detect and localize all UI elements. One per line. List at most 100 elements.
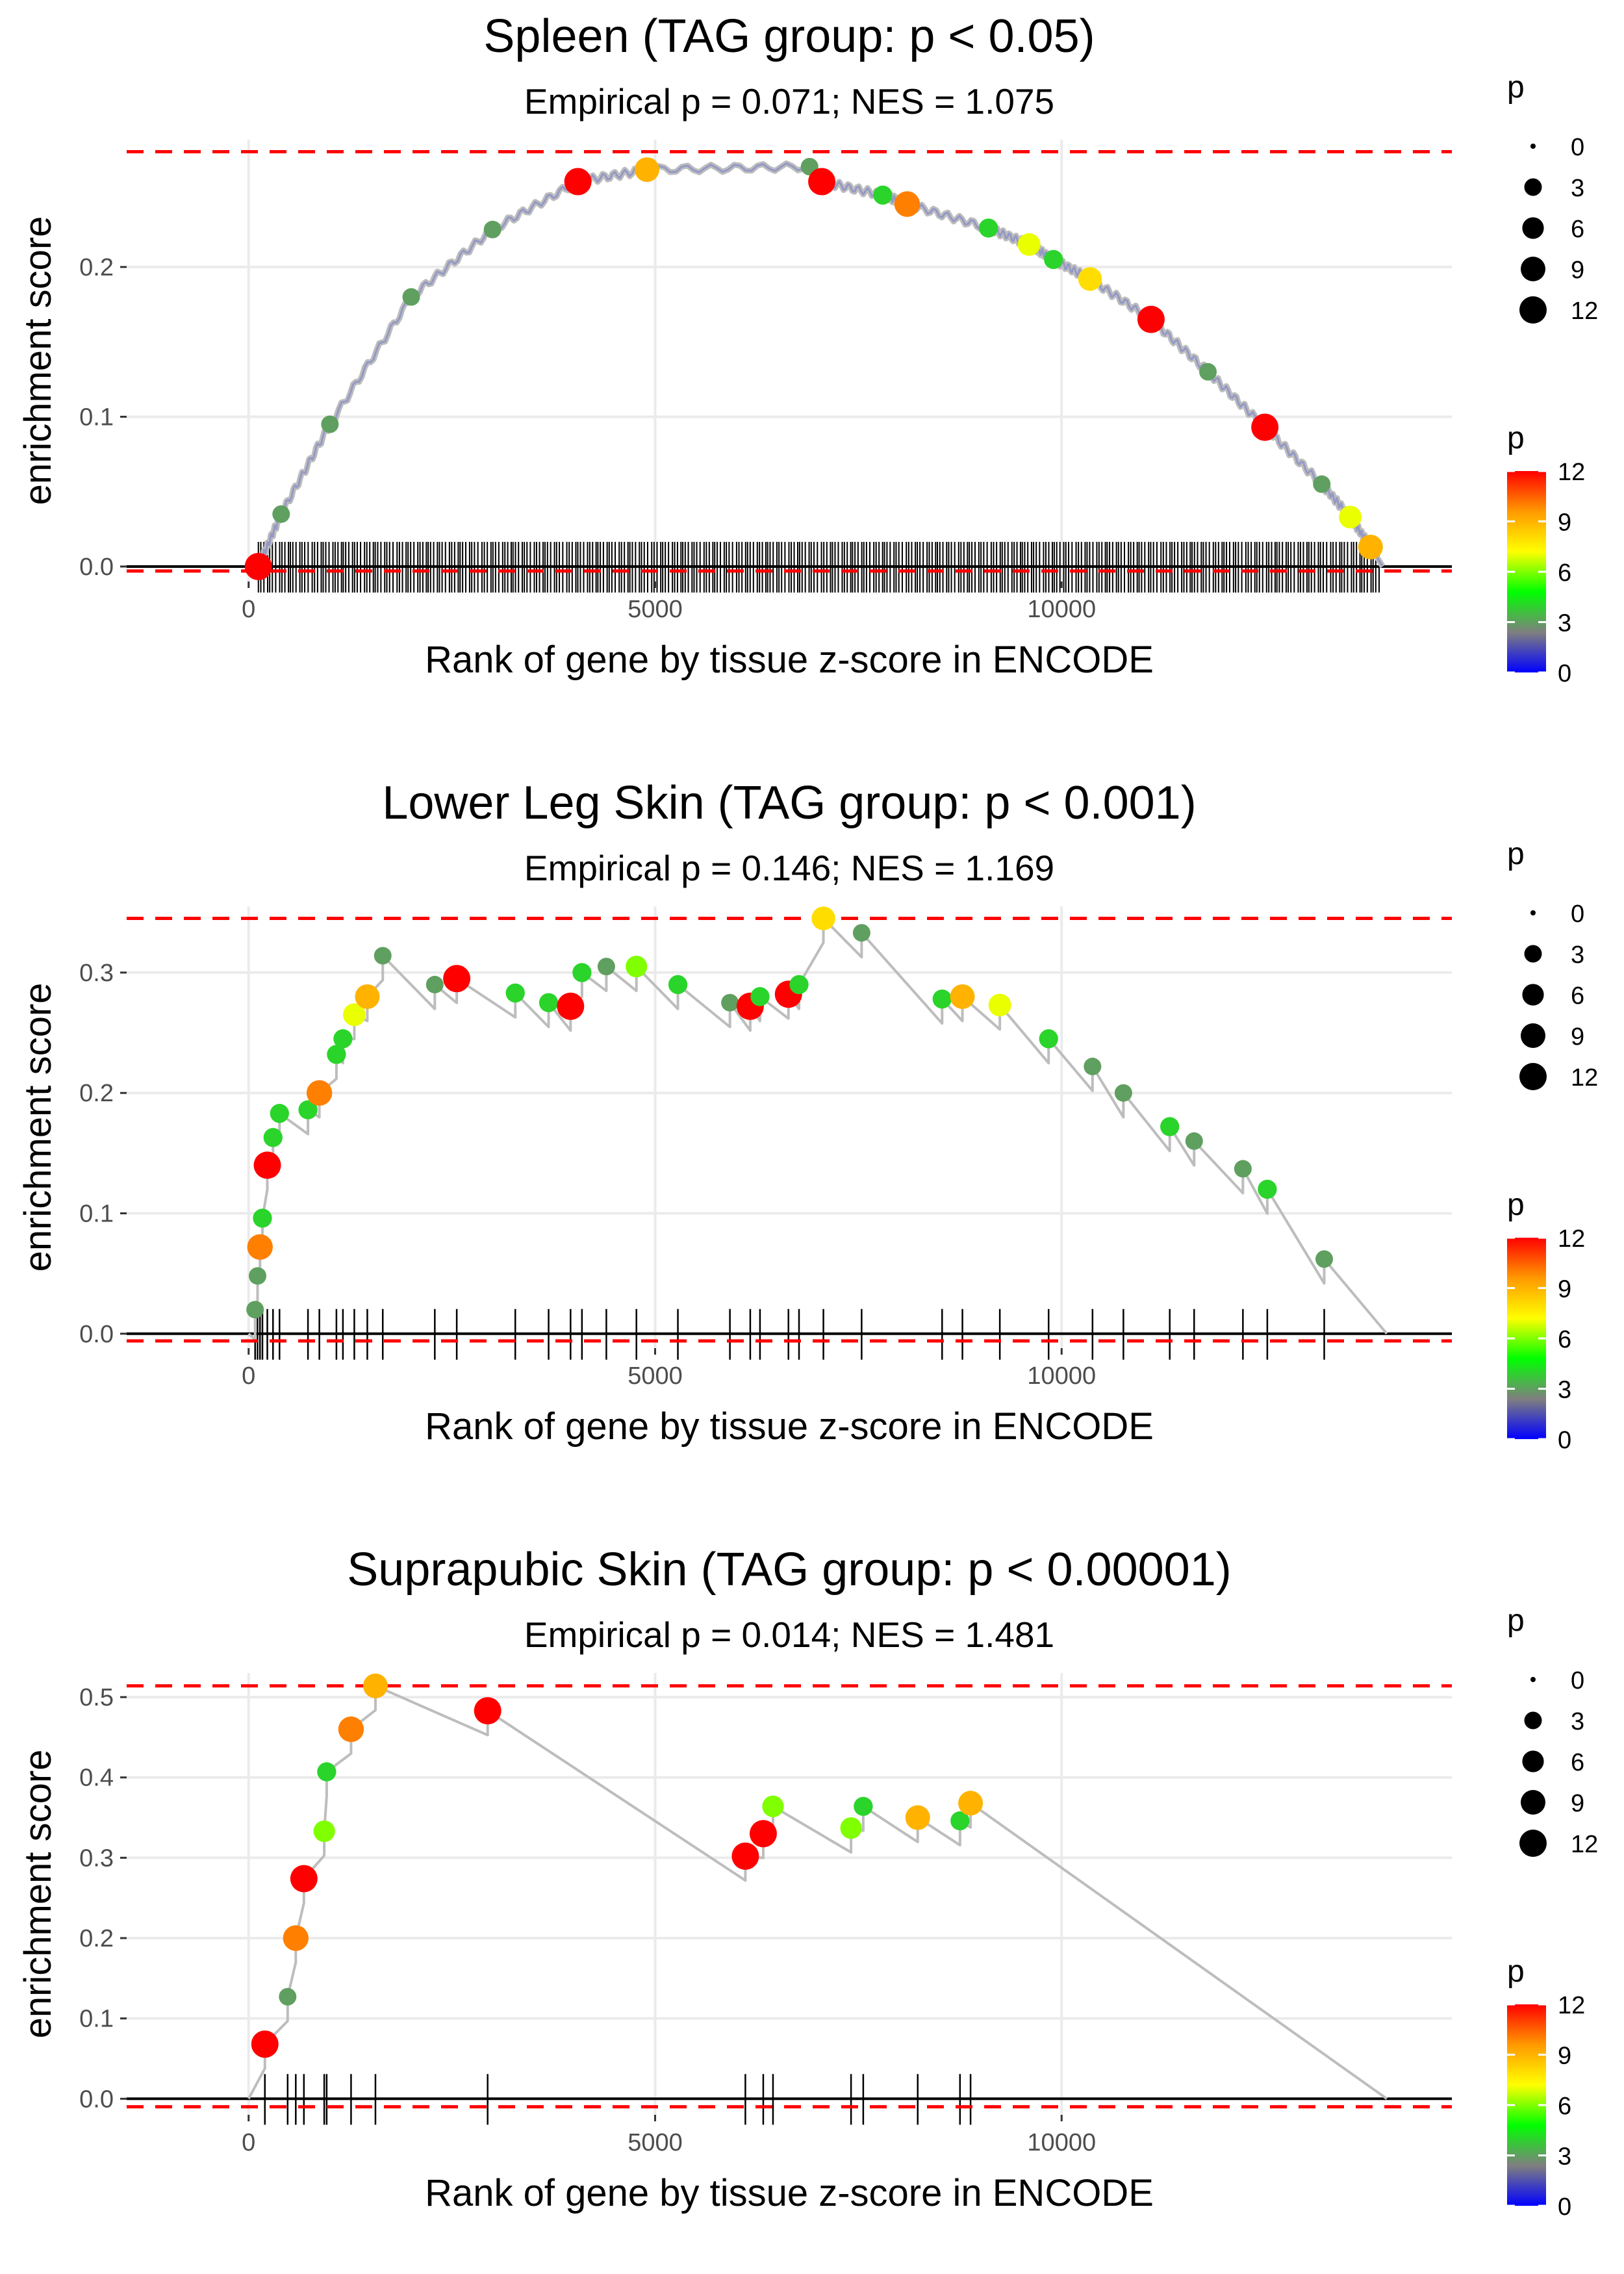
data-points (244, 157, 1383, 580)
y-tick-label: 0.0 (79, 554, 114, 581)
data-point (1313, 475, 1331, 493)
size-legend-key (1524, 178, 1542, 196)
chart-panel-1: Spleen (TAG group: p < 0.05) Empirical p … (17, 10, 1598, 687)
data-point (750, 987, 770, 1006)
size-legend-title: p (1507, 1603, 1525, 1638)
data-point (789, 975, 809, 995)
x-axis-label: Rank of gene by tissue z-score in ENCODE (425, 1405, 1154, 1448)
color-legend: p 12 9 6 3 0 (1507, 1954, 1585, 2221)
color-bar-label: 0 (1558, 2193, 1571, 2221)
data-point (313, 1820, 335, 1843)
data-point (270, 1104, 289, 1123)
size-legend-title: p (1507, 837, 1525, 871)
gridlines (127, 1673, 1452, 2115)
data-point (597, 958, 615, 976)
y-tick-label: 0.2 (79, 1080, 114, 1107)
x-tick-label: 5000 (628, 2129, 683, 2156)
x-axis-label: Rank of gene by tissue z-score in ENCODE (425, 639, 1154, 681)
data-point (634, 157, 659, 183)
x-tick-label: 10000 (1027, 596, 1096, 623)
data-point (374, 947, 392, 965)
chart-subtitle: Empirical p = 0.071; NES = 1.075 (524, 81, 1054, 121)
color-bar-label: 6 (1558, 1326, 1571, 1353)
data-point (402, 288, 420, 306)
data-point (253, 1151, 281, 1179)
data-point (572, 963, 592, 982)
data-point (932, 990, 952, 1009)
size-legend-title: p (1507, 70, 1525, 105)
size-legend-label: 3 (1571, 941, 1584, 969)
data-point (251, 2030, 279, 2058)
y-tick-label: 0.3 (79, 960, 114, 987)
size-legend-label: 3 (1571, 175, 1584, 202)
size-legend-key (1519, 296, 1547, 324)
data-point (950, 1811, 970, 1831)
data-point (852, 924, 870, 942)
size-legend-key (1522, 1750, 1544, 1772)
size-legend-key (1519, 1063, 1547, 1090)
color-legend: p 12 9 6 3 0 (1507, 1188, 1585, 1454)
size-legend-key (1521, 1023, 1545, 1048)
data-point (362, 1673, 388, 1698)
size-legend-label: 12 (1571, 1064, 1598, 1092)
x-tick-label: 5000 (628, 1362, 683, 1390)
y-axis-label: enrichment score (17, 1750, 59, 2039)
data-point (306, 1080, 333, 1106)
data-points (246, 906, 1334, 1319)
data-point (1084, 1057, 1102, 1075)
data-point (840, 1817, 862, 1839)
color-bar-label: 3 (1558, 2143, 1571, 2171)
chart-title: Lower Leg Skin (TAG group: p < 0.001) (382, 777, 1196, 829)
size-legend-key (1524, 945, 1542, 963)
data-point (557, 992, 585, 1020)
gridlines (127, 906, 1452, 1348)
y-tick-label: 0.2 (79, 1925, 114, 1952)
data-point (474, 1697, 501, 1725)
color-bar-label: 9 (1558, 509, 1571, 537)
data-point (317, 1762, 336, 1782)
size-legend: p 0 3 6 9 12 (1507, 70, 1598, 325)
size-legend-label: 0 (1571, 134, 1584, 161)
size-legend-key (1521, 1790, 1545, 1815)
y-axis-label: enrichment score (17, 983, 59, 1272)
data-point (958, 1791, 983, 1816)
size-legend-key (1521, 257, 1545, 281)
chart-subtitle: Empirical p = 0.146; NES = 1.169 (524, 848, 1054, 888)
data-points (251, 1673, 983, 2058)
data-point (1251, 413, 1279, 441)
data-point (808, 168, 836, 196)
gene-rug (257, 541, 1380, 593)
x-tick-label: 5000 (628, 596, 683, 623)
gene-rug (264, 2074, 972, 2125)
size-legend-key (1530, 910, 1536, 915)
data-point (873, 185, 893, 205)
color-legend: p 12 9 6 3 0 (1507, 421, 1585, 687)
data-point (342, 1003, 366, 1027)
size-legend-label: 12 (1571, 298, 1598, 325)
size-legend-key (1522, 217, 1544, 239)
data-point (894, 191, 920, 217)
size-legend-label: 0 (1571, 1667, 1584, 1694)
size-legend-label: 3 (1571, 1708, 1584, 1735)
color-bar-label: 6 (1558, 559, 1571, 587)
data-point (1044, 249, 1063, 270)
data-point (1339, 505, 1362, 529)
data-point (1078, 267, 1102, 291)
data-point (333, 1029, 353, 1049)
size-legend-key (1522, 984, 1544, 1006)
data-point (247, 1234, 273, 1260)
chart-panel-3: Suprapubic Skin (TAG group: p < 0.00001)… (17, 1544, 1598, 2221)
size-legend-key (1524, 1711, 1542, 1730)
data-point (539, 993, 559, 1012)
data-point (248, 1267, 266, 1285)
data-point (338, 1716, 364, 1743)
data-point (244, 552, 272, 580)
data-point (1160, 1117, 1180, 1136)
size-legend-label: 0 (1571, 901, 1584, 928)
enrichment-curve (247, 1684, 1388, 2100)
data-point (626, 956, 648, 978)
x-tick-label: 10000 (1027, 2129, 1096, 2156)
y-tick-label: 0.0 (79, 2086, 114, 2113)
data-point (1258, 1179, 1277, 1199)
